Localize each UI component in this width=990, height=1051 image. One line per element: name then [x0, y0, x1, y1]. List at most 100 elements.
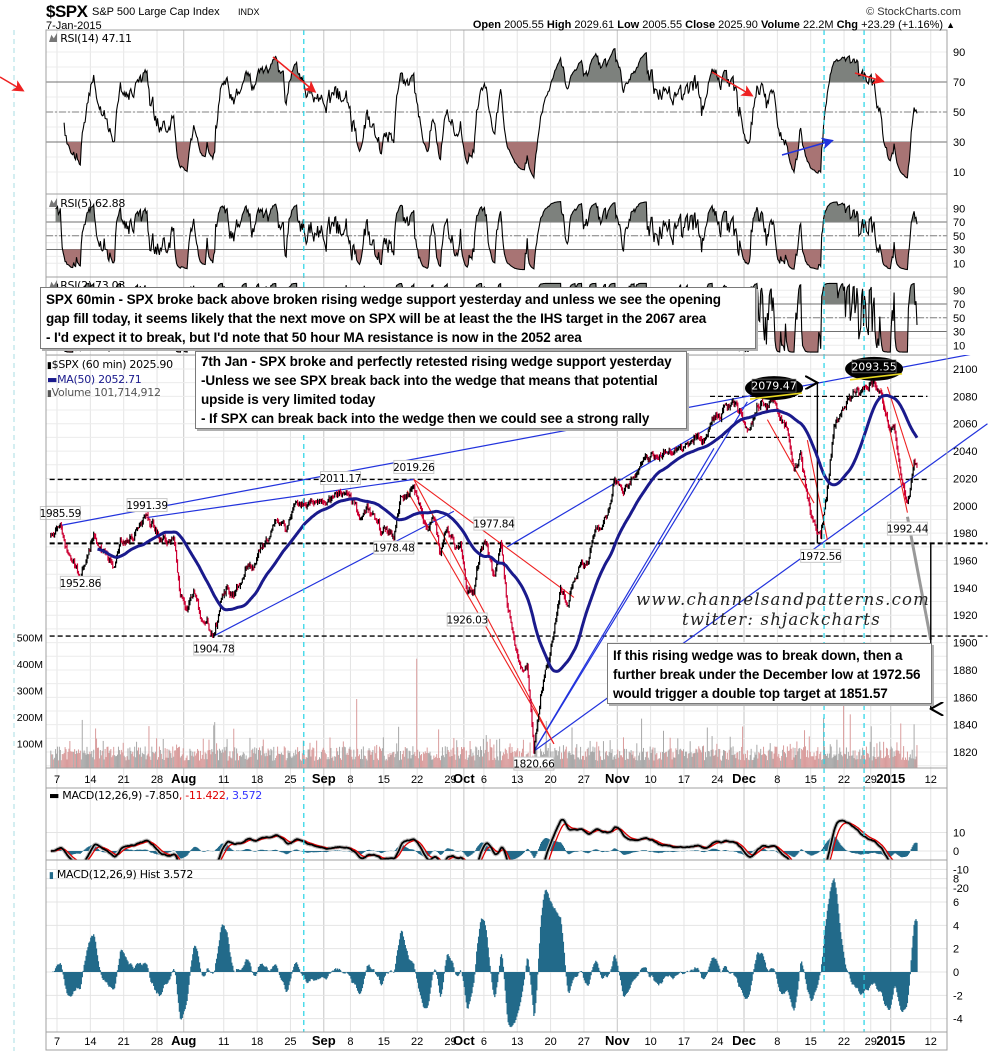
rsi-axis-label: 10: [953, 340, 965, 352]
price-label-box: [393, 459, 435, 474]
price-label: $SPX (60 min) 2025.90: [51, 358, 173, 371]
rsi5-label: RSI(5) 62.88: [60, 197, 126, 210]
annotation-line: would trigger a double top target at 185…: [613, 686, 888, 701]
price-axis-label: 1920: [953, 610, 977, 622]
price-axis-label: 1940: [953, 583, 977, 595]
x-tick-label: 27: [578, 1036, 590, 1048]
blue-trendline: [213, 510, 455, 637]
macd-axis-label: 0: [953, 846, 959, 858]
x-tick-label: 22: [838, 774, 850, 786]
x-tick-label: 24: [711, 1036, 723, 1048]
rsi5-line: [55, 200, 918, 271]
macd-histogram-mini: [52, 836, 918, 860]
volume-label: Volume: [760, 19, 800, 31]
price-label: 2011.17: [320, 473, 361, 485]
price-legend: ▮$SPX (60 min) 2025.90 ▬MA(50) 2052.71 ▮…: [47, 358, 173, 401]
hist-axis-label: 6: [953, 897, 959, 909]
rsi-axis-label: 90: [953, 203, 965, 215]
x-tick-label: 17: [678, 774, 690, 786]
price-label-box: [513, 756, 555, 771]
x-tick-label: 8: [347, 1036, 353, 1048]
price-axis-label: 1980: [953, 528, 977, 540]
watermark-website: www.channelsandpatterns.com: [636, 590, 931, 609]
price-label: 1952.86: [60, 578, 102, 590]
x-tick-label: 22: [411, 774, 423, 786]
x-tick-label: Dec: [732, 1033, 756, 1048]
rsi14-line: [63, 47, 918, 180]
low-value: 2005.55: [642, 19, 683, 31]
x-tick-label: 12: [925, 1036, 937, 1048]
ma-label: MA(50) 2052.71: [57, 373, 142, 386]
price-label-box: [193, 641, 235, 656]
price-label: 2093.55: [851, 360, 897, 373]
volume-value: 22.2M: [802, 19, 834, 31]
low-label: Low: [617, 19, 640, 31]
x-tick-label: Nov: [605, 1033, 630, 1048]
price-axis-label: 1820: [953, 747, 977, 759]
annotation-line: -Unless we see SPX break back into the w…: [201, 373, 658, 388]
annotation-box-7th-jan: 7th Jan - SPX broke and perfectly retest…: [195, 351, 687, 429]
symbol: $SPX: [46, 2, 88, 21]
rsi-axis-label: 50: [953, 313, 965, 325]
rsi-axis-label: 70: [953, 77, 965, 89]
rsi-axis-label: 10: [953, 167, 965, 179]
x-tick-label: 11: [218, 1036, 229, 1048]
x-tick-label: 2015: [876, 771, 905, 786]
price-axis-label: 2060: [953, 419, 977, 431]
x-tick-label: 8: [774, 1036, 780, 1048]
exchange: INDX: [238, 7, 260, 17]
annotation-line: - If SPX can break back into the wedge t…: [201, 411, 650, 426]
hist-axis-label: 2: [953, 944, 959, 956]
x-tick-label: 22: [411, 1036, 423, 1048]
price-label-box: [851, 359, 897, 374]
x-tick-label: 24: [711, 774, 723, 786]
price-axis-label: 1960: [953, 556, 977, 568]
red-trendline: [880, 388, 908, 513]
rsi-axis-label: 90: [953, 47, 965, 59]
close-label: Close: [685, 19, 716, 31]
macd-axis-label: -20: [953, 883, 969, 895]
rsi14-legend: RSI(14) 47.11: [49, 32, 132, 45]
x-tick-label: Sep: [312, 1033, 336, 1048]
price-label: 1977.84: [473, 519, 515, 531]
x-tick-label: 22: [838, 1036, 850, 1048]
macd-axis-label: -10: [953, 865, 969, 877]
price-axis-label: 1880: [953, 665, 977, 677]
price-axis-label: 1900: [953, 638, 977, 650]
blue-trendline: [60, 355, 971, 527]
volume-axis-label: 500M: [17, 633, 43, 645]
macd-histogram: [52, 878, 918, 1028]
price-label: 1992.44: [887, 524, 929, 536]
price-axis-label: 2020: [953, 473, 977, 485]
x-tick-label: 18: [251, 774, 263, 786]
volume-legend-label: Volume 101,714,912: [51, 386, 161, 399]
x-tick-label: 29: [444, 774, 456, 786]
close-value: 2025.90: [718, 19, 758, 31]
x-tick-label: 10: [645, 1036, 657, 1048]
rsi14-overbought-fill: [64, 48, 917, 82]
panel-frames: 77141421212828AugAug111118182525SepSep88…: [17, 29, 977, 1051]
symbol-name: S&P 500 Large Cap Index: [92, 6, 220, 18]
hist-axis-label: 4: [953, 920, 959, 932]
red-arrow-icon: [854, 72, 885, 85]
hist-legend: ▮ MACD(12,26,9) Hist 3.572: [49, 868, 193, 881]
macd-name: MACD(12,26,9): [62, 789, 142, 802]
x-tick-label: 14: [84, 774, 96, 786]
x-axis-frame: [45, 767, 948, 789]
signal-value: , -11.422: [178, 789, 226, 802]
blue-arrow-icon: [781, 137, 834, 156]
x-tick-label: 13: [511, 774, 523, 786]
x-tick-label: Sep: [312, 771, 336, 786]
blue-trendline: [533, 401, 748, 752]
ohlc-summary: Open 2005.55 High 2029.61 Low 2005.55 Cl…: [473, 19, 955, 31]
high-value: 2029.61: [574, 19, 615, 31]
hist-axis-label: -2: [953, 990, 963, 1002]
annotation-box-60min: SPX 60min - SPX broke back above broken …: [40, 287, 756, 349]
ma50-line: [96, 393, 919, 673]
x-tick-label: 29: [865, 774, 877, 786]
price-axis-label: 1840: [953, 720, 977, 732]
hist-label: MACD(12,26,9) Hist 3.572: [56, 868, 194, 881]
hist-axis-label: 0: [953, 967, 959, 979]
rsi-axis-label: 70: [953, 299, 965, 311]
